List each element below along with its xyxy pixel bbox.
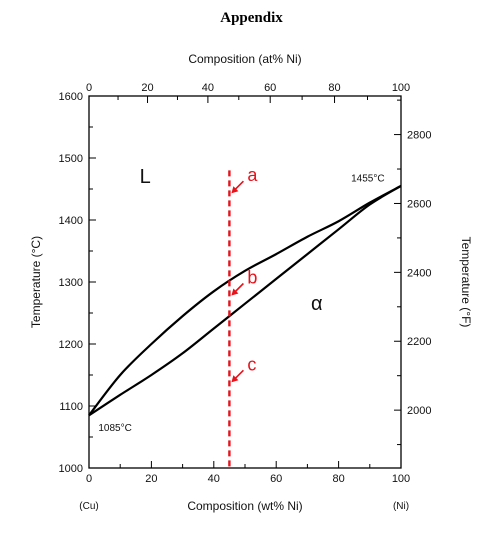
x-tick-label-top: 20 xyxy=(141,82,153,94)
y-tick-label-left: 1500 xyxy=(59,153,83,165)
x-tick-label-top: 60 xyxy=(264,82,276,94)
y-tick-label-right: 2600 xyxy=(407,198,431,210)
end-label-ni: (Ni) xyxy=(393,501,409,512)
x-tick-label-bottom: 40 xyxy=(208,473,220,485)
y-tick-label-left: 1100 xyxy=(59,401,83,413)
temperature-point-label: 1085°C xyxy=(98,423,131,434)
phase-label: α xyxy=(311,293,323,315)
y-tick-label-left: 1200 xyxy=(59,339,83,351)
y-tick-label-left: 1400 xyxy=(59,215,83,227)
x-axis-title-top: Composition (at% Ni) xyxy=(188,52,301,66)
plot-frame xyxy=(88,95,402,469)
x-tick-label-bottom: 20 xyxy=(145,473,157,485)
marker-label-a: a xyxy=(247,165,258,185)
liquidus-curve xyxy=(88,184,402,416)
solidus-curve xyxy=(88,184,402,417)
x-tick-label-top: 100 xyxy=(392,82,410,94)
x-tick-label-bottom: 60 xyxy=(270,473,282,485)
y-axis-title-right: Temperature (°F) xyxy=(459,237,473,328)
marker-arrowhead-c xyxy=(231,375,239,383)
x-tick-label-bottom: 100 xyxy=(392,473,410,485)
page-title: Appendix xyxy=(220,10,283,26)
y-tick-label-left: 1000 xyxy=(59,463,83,475)
x-tick-label-bottom: 80 xyxy=(332,473,344,485)
x-tick-label-top: 0 xyxy=(86,82,92,94)
y-tick-label-right: 2800 xyxy=(407,130,431,142)
x-axis-title-bottom: Composition (wt% Ni) xyxy=(187,499,302,513)
y-tick-label-right: 2000 xyxy=(407,405,431,417)
marker-arrowhead-a xyxy=(231,186,239,194)
marker-label-b: b xyxy=(247,268,257,288)
annotations: Lα 1455°C 1085°C xyxy=(98,166,384,434)
y-tick-label-left: 1600 xyxy=(59,91,83,103)
phase-label: L xyxy=(140,166,151,188)
x-tick-label-top: 40 xyxy=(202,82,214,94)
x-tick-label-bottom: 0 xyxy=(86,473,92,485)
axis-ticks: 0 20 40 60 80 1000 20 40 60 80 1001000110012001300… xyxy=(59,82,432,485)
end-label-cu: (Cu) xyxy=(79,501,98,512)
x-tick-label-top: 80 xyxy=(328,82,340,94)
phase-curves xyxy=(88,184,402,417)
plot-border xyxy=(88,95,402,469)
temperature-point-label: 1455°C xyxy=(351,174,384,185)
y-tick-label-left: 1300 xyxy=(59,277,83,289)
y-axis-title-left: Temperature (°C) xyxy=(29,236,43,328)
marker-arrowhead-b xyxy=(231,288,239,296)
y-tick-label-right: 2200 xyxy=(407,336,431,348)
y-tick-label-right: 2400 xyxy=(407,267,431,279)
composition-line-group: a b c xyxy=(228,165,258,468)
marker-label-c: c xyxy=(247,354,256,374)
